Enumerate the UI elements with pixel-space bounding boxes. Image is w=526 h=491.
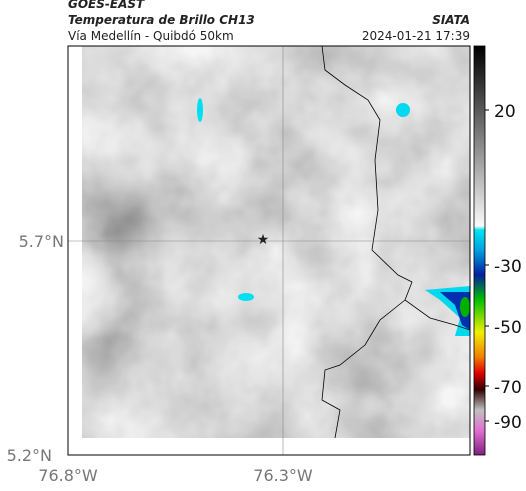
colorbar-label: -90 <box>494 413 522 433</box>
colorbar-label: 20 <box>494 102 516 122</box>
lon-tick: 76.3°W <box>253 466 313 485</box>
colorbar-ticks <box>485 109 489 422</box>
colorbar-label: -70 <box>494 378 522 398</box>
colorbar-label: -30 <box>494 257 522 277</box>
map: ★ <box>67 45 471 456</box>
cold-cloud <box>396 103 410 117</box>
region: Vía Medellín - Quibdó 50km <box>68 29 234 43</box>
lat-tick: 5.7°N <box>19 232 64 251</box>
lat-tick: 5.2°N <box>7 446 52 465</box>
colorbar-label: -50 <box>494 318 522 338</box>
border <box>321 45 471 439</box>
lon-tick: 76.8°W <box>38 466 98 485</box>
cold-cloud <box>197 98 203 122</box>
satellite-image <box>82 46 470 438</box>
cold-cloud <box>238 293 254 301</box>
title: Temperatura de Brillo CH13 <box>68 13 255 27</box>
cold-core <box>460 297 470 317</box>
timestamp: 2024-01-21 17:39 <box>362 29 470 43</box>
location-star: ★ <box>257 232 270 248</box>
map-frame <box>67 45 471 456</box>
colorbar <box>473 45 486 456</box>
org: SIATA <box>432 13 470 27</box>
source: GOES-EAST <box>68 0 145 11</box>
